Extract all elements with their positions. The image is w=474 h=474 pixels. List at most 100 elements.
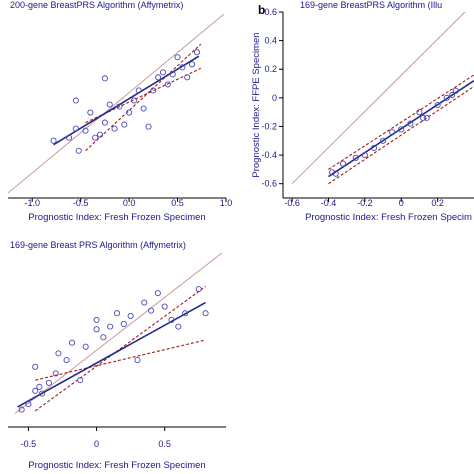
- data-point: [50, 137, 57, 144]
- data-point: [141, 299, 148, 306]
- data-point: [155, 74, 162, 81]
- data-point: [193, 49, 200, 56]
- data-point: [370, 144, 378, 151]
- data-point: [72, 97, 79, 104]
- x-tick-label: 0: [399, 198, 404, 208]
- x-tick-label: -0.2: [357, 198, 373, 208]
- data-point: [398, 126, 405, 133]
- data-point: [379, 137, 387, 144]
- data-point: [127, 312, 134, 319]
- data-point: [352, 154, 359, 161]
- x-tick-label: 0.2: [431, 198, 444, 208]
- data-point: [96, 131, 104, 138]
- x-tick-label: -0.5: [73, 198, 89, 208]
- y-axis-title: Prognostic Index: FFPE Specimen: [251, 32, 262, 177]
- y-tick-label: 0.4: [264, 36, 277, 46]
- data-point: [63, 357, 70, 364]
- identity-line: [291, 12, 466, 185]
- ci-upper-line: [85, 43, 202, 152]
- x-tick-label: 0.5: [158, 439, 171, 449]
- data-point: [18, 406, 25, 413]
- ci-upper-line: [34, 286, 206, 412]
- data-point: [145, 123, 152, 130]
- plot-area-2: [14, 253, 223, 415]
- data-point: [82, 343, 89, 350]
- data-point: [32, 387, 39, 394]
- x-axis-title: Prognostic Index: Fresh Frozen Specimen: [28, 460, 205, 471]
- y-tick-label: 0: [272, 93, 277, 103]
- data-point: [107, 323, 114, 330]
- x-tick-label: 1.0: [220, 198, 233, 208]
- identity-line: [14, 253, 223, 415]
- data-point: [126, 109, 133, 116]
- y-tick-label: -0.4: [261, 150, 277, 160]
- data-point: [184, 74, 191, 81]
- y-tick-label: 0.2: [264, 64, 277, 74]
- x-tick-label: -0.6: [284, 198, 300, 208]
- data-point: [68, 339, 76, 346]
- x-axis-title: Prognostic Index: Fresh Frozen Specim: [305, 212, 472, 223]
- data-point: [55, 350, 62, 357]
- data-point: [168, 316, 175, 323]
- data-point: [423, 114, 430, 121]
- data-point: [120, 320, 127, 327]
- data-point: [195, 286, 202, 293]
- data-point: [93, 326, 100, 333]
- data-point: [443, 94, 450, 101]
- data-point: [75, 147, 82, 154]
- x-axis-title: Prognostic Index: Fresh Frozen Specimen: [28, 212, 205, 223]
- ci-lower-line: [328, 85, 474, 185]
- regression-line: [17, 301, 206, 408]
- data-point: [179, 64, 186, 71]
- x-tick-label: 0.0: [123, 198, 136, 208]
- data-point: [169, 71, 176, 78]
- data-point: [113, 310, 121, 317]
- panel-letter: b: [258, 3, 265, 17]
- data-point: [174, 54, 181, 61]
- x-tick-label: -1.0: [24, 198, 40, 208]
- data-point: [189, 61, 196, 68]
- data-point: [449, 91, 456, 99]
- data-point: [121, 121, 128, 128]
- data-point: [420, 114, 427, 121]
- data-point: [140, 105, 147, 112]
- x-tick-label: 0: [94, 439, 99, 449]
- data-point: [452, 87, 459, 94]
- data-point: [332, 170, 339, 177]
- y-tick-label: -0.2: [261, 121, 277, 131]
- data-point: [150, 87, 157, 94]
- data-point: [92, 134, 99, 141]
- data-point: [182, 310, 189, 317]
- data-point: [434, 101, 441, 109]
- data-point: [100, 334, 107, 341]
- panel-title: 200-gene BreastPRS Algorithm (Affymetrix…: [10, 0, 183, 10]
- data-point: [130, 97, 138, 104]
- data-point: [25, 401, 32, 408]
- regression-line: [328, 80, 474, 178]
- data-point: [161, 303, 168, 310]
- data-point: [52, 370, 59, 377]
- data-point: [106, 101, 113, 108]
- data-point: [32, 363, 39, 370]
- data-point: [82, 127, 89, 134]
- y-tick-label: 0.6: [264, 7, 277, 17]
- plot-area-1: [291, 12, 474, 185]
- data-point: [329, 169, 336, 176]
- data-point: [39, 390, 46, 397]
- panel-title: 169-gene Breast PRS Algorithm (Affymetri…: [10, 240, 186, 250]
- data-point: [164, 81, 171, 88]
- identity-line: [8, 13, 225, 194]
- x-tick-label: 0.5: [171, 198, 184, 208]
- data-point: [72, 125, 79, 132]
- x-tick-label: -0.4: [321, 198, 337, 208]
- panel-title: 169-gene BreastPRS Algorithm (Illu: [300, 0, 442, 10]
- data-point: [93, 316, 100, 323]
- data-point: [389, 129, 396, 136]
- data-point: [77, 377, 84, 384]
- data-point: [36, 383, 43, 390]
- data-point: [407, 120, 414, 127]
- data-point: [361, 152, 368, 159]
- plot-area-0: [8, 13, 225, 194]
- data-point: [45, 379, 52, 386]
